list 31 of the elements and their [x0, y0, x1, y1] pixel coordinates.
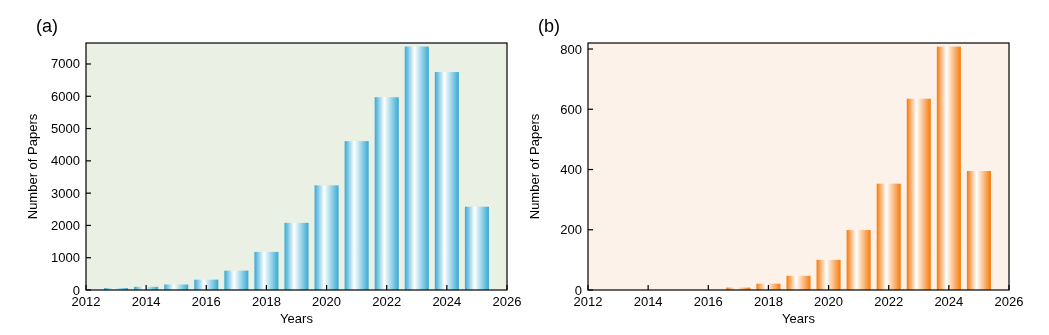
y-tick-label: 800 [560, 41, 582, 57]
y-tick-label: 7000 [51, 56, 80, 72]
y-tick-label: 1000 [51, 250, 80, 266]
x-tick-label: 2022 [874, 294, 904, 309]
x-axis-title: Years [782, 311, 816, 326]
x-tick-label: 2020 [312, 294, 342, 309]
x-tick-label: 2016 [693, 294, 723, 309]
chart-title: (b) [538, 16, 560, 36]
x-axis-title: Years [280, 311, 314, 326]
x-tick-label: 2026 [994, 294, 1024, 309]
y-tick-label: 3000 [51, 185, 80, 201]
x-tick-label: 2016 [191, 294, 221, 309]
y-tick-label: 2000 [51, 217, 80, 233]
y-tick-label: 400 [560, 162, 582, 178]
x-tick-label: 2014 [131, 294, 161, 309]
y-tick-label: 200 [560, 222, 582, 238]
x-tick-label: 2024 [432, 294, 462, 309]
y-tick-label: 600 [560, 101, 582, 117]
x-tick-label: 2024 [934, 294, 964, 309]
x-tick-label: 2020 [814, 294, 844, 309]
y-axis-title: Number of Papers [527, 113, 542, 220]
x-tick-label: 2026 [492, 294, 522, 309]
x-tick-label: 2022 [372, 294, 402, 309]
y-tick-label: 4000 [51, 153, 80, 169]
y-axis-title: Number of Papers [25, 113, 40, 220]
chart-title: (a) [36, 16, 58, 36]
y-tick-label: 5000 [51, 121, 80, 137]
x-tick-label: 2018 [251, 294, 281, 309]
x-tick-label: 2018 [753, 294, 783, 309]
x-tick-label: 2014 [633, 294, 663, 309]
y-tick-label: 6000 [51, 88, 80, 104]
